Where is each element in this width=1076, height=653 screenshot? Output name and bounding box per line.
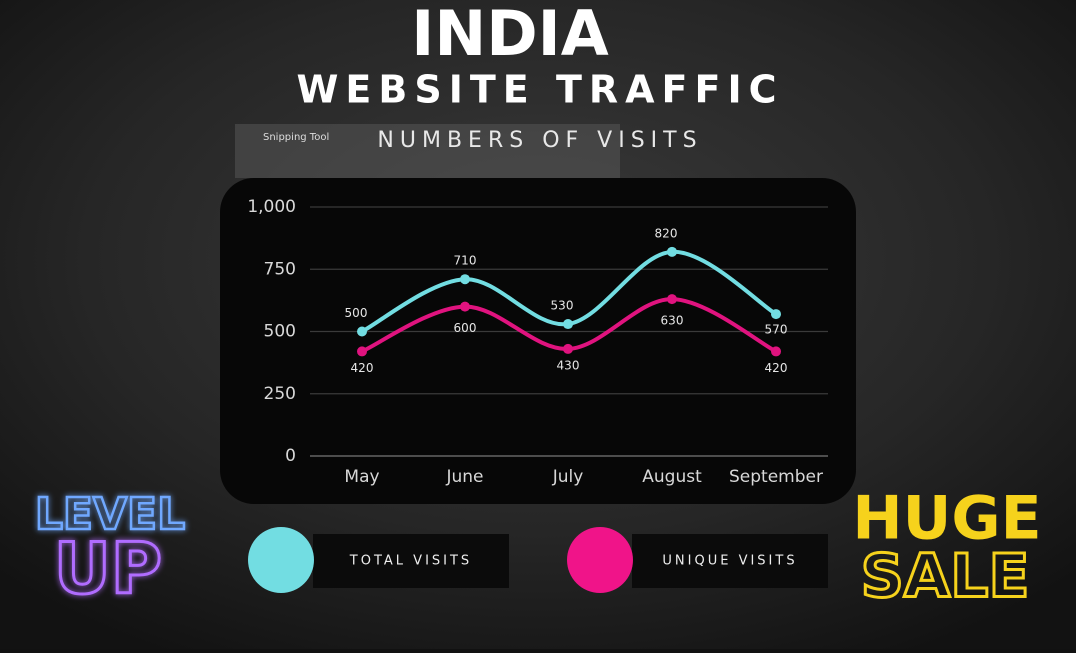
y-tick-label: 0	[285, 446, 296, 466]
y-tick-label: 250	[264, 384, 296, 404]
badge-text: HUGE	[852, 484, 1041, 554]
data-label: 500	[345, 306, 368, 320]
snip-overlay	[235, 124, 620, 178]
legend-swatch	[248, 527, 314, 593]
data-label: 600	[454, 321, 477, 335]
data-label: 630	[661, 314, 684, 328]
legend-box	[313, 534, 509, 588]
x-tick-label: July	[552, 467, 584, 487]
y-tick-label: 500	[264, 322, 296, 342]
x-tick-label: June	[445, 467, 483, 487]
snip-label: Snipping Tool	[263, 132, 329, 143]
title: INDIA	[411, 0, 608, 70]
legend-box	[632, 534, 828, 588]
data-label: 710	[454, 254, 477, 268]
y-tick-label: 1,000	[247, 197, 296, 217]
caption: NUMBERS OF VISITS	[377, 128, 702, 153]
point	[563, 343, 573, 354]
data-label: 430	[557, 358, 580, 372]
y-tick-label: 750	[264, 259, 296, 279]
data-label: 420	[765, 361, 788, 375]
data-label: 820	[655, 226, 678, 240]
badge-text: UP	[54, 528, 162, 610]
point	[667, 246, 677, 257]
legend-label: TOTAL VISITS	[349, 554, 472, 569]
legend-label: UNIQUE VISITS	[662, 554, 797, 569]
point	[357, 346, 367, 357]
point	[771, 346, 781, 357]
point	[460, 301, 470, 312]
legend-swatch	[567, 527, 633, 593]
data-label: 570	[765, 323, 788, 337]
data-label: 420	[351, 361, 374, 375]
point	[357, 326, 367, 337]
x-tick-label: May	[344, 467, 379, 487]
badge-text: LEVEL	[35, 489, 185, 540]
point	[563, 319, 573, 330]
x-tick-label: September	[729, 467, 823, 487]
point	[667, 294, 677, 305]
point	[771, 309, 781, 320]
badge-text: SALE	[861, 542, 1030, 612]
x-tick-label: August	[642, 467, 702, 487]
subtitle: WEBSITE TRAFFIC	[297, 68, 784, 112]
data-label: 530	[551, 299, 574, 313]
point	[460, 274, 470, 285]
